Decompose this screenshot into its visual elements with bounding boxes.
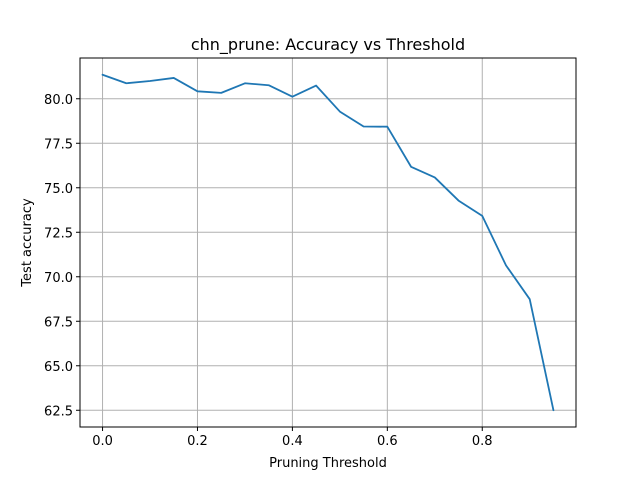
x-tick-label: 0.0 [92, 434, 113, 449]
data-point [291, 96, 293, 98]
y-tick-label: 62.5 [44, 404, 73, 419]
data-point [315, 85, 317, 87]
axis-ticks: 0.0 0.2 0.4 0.6 0.8 62.5 65.0 67.5 70.0 72.5 75.0 7… [44, 93, 493, 449]
data-point [434, 176, 436, 178]
data-point [481, 215, 483, 217]
data-point [363, 126, 365, 128]
data-point [458, 200, 460, 202]
data-point [244, 82, 246, 84]
y-tick-label: 75.0 [44, 182, 73, 197]
y-tick-label: 65.0 [44, 360, 73, 375]
data-point [529, 298, 531, 300]
x-tick-label: 0.8 [472, 434, 493, 449]
data-point [505, 264, 507, 266]
x-tick-label: 0.6 [377, 434, 398, 449]
chart-title: chn_prune: Accuracy vs Threshold [191, 35, 465, 55]
series-layer [101, 73, 555, 412]
data-point [196, 90, 198, 92]
x-axis-label: Pruning Threshold [269, 456, 387, 471]
data-point [102, 74, 104, 76]
y-tick-label: 77.5 [44, 137, 73, 152]
y-tick-label: 72.5 [44, 226, 73, 241]
plot-area-frame [79, 57, 577, 428]
y-axis-label: Test accuracy [20, 198, 35, 288]
x-tick-label: 0.2 [187, 434, 208, 449]
data-point [220, 92, 222, 94]
data-point [173, 77, 175, 79]
data-point [149, 80, 151, 82]
y-tick-label: 80.0 [44, 93, 73, 108]
y-tick-label: 70.0 [44, 271, 73, 286]
data-point [125, 82, 127, 84]
series-line [101, 73, 555, 412]
data-point [552, 409, 554, 411]
y-tick-label: 67.5 [44, 315, 73, 330]
data-point [268, 84, 270, 86]
data-point [386, 126, 388, 128]
x-tick-label: 0.4 [282, 434, 303, 449]
data-point [410, 166, 412, 168]
data-point [339, 111, 341, 113]
